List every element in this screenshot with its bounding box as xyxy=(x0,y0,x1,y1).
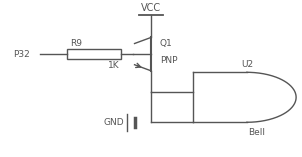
Text: P32: P32 xyxy=(13,50,30,59)
Text: VCC: VCC xyxy=(141,3,161,13)
Bar xyxy=(67,49,121,59)
Text: 1K: 1K xyxy=(108,61,120,70)
Text: PNP: PNP xyxy=(160,56,178,65)
Text: U2: U2 xyxy=(241,60,253,69)
Text: GND: GND xyxy=(104,118,124,127)
Text: Bell: Bell xyxy=(248,128,265,137)
Text: Q1: Q1 xyxy=(160,39,173,48)
Text: R9: R9 xyxy=(70,39,82,48)
